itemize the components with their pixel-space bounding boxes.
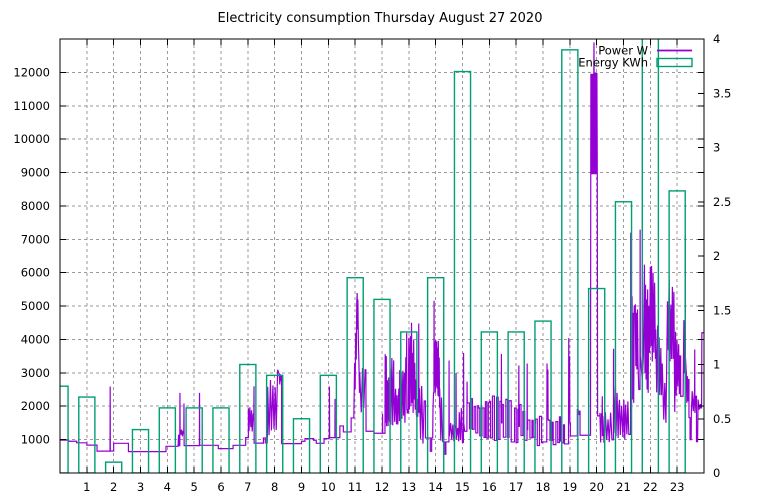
plot-border xyxy=(59,38,705,474)
y-left-tick-label: 2000 xyxy=(21,399,50,413)
energy-box-hour-10 xyxy=(319,374,338,473)
x-tick-label: 18 xyxy=(536,480,551,494)
x-tick-label: 22 xyxy=(643,480,658,494)
energy-box-hour-7 xyxy=(239,363,257,473)
axis-tick-labels: 1 2 3 4 5 6 7 8 9 10 11 12 13 14 15 16 17 18 19 20 21 22 23100… xyxy=(13,32,731,494)
y-right-tick-label: 2.5 xyxy=(713,195,731,209)
chart-title: Electricity consumption Thursday August … xyxy=(218,11,543,26)
energy-box-hour-9 xyxy=(292,418,311,473)
y-left-tick-label: 4000 xyxy=(21,332,50,346)
y-left-tick-label: 3000 xyxy=(21,366,50,380)
y-left-tick-label: 6000 xyxy=(21,266,50,280)
y-right-tick-label: 3 xyxy=(713,141,720,155)
x-tick-label: 14 xyxy=(428,480,443,494)
x-tick-label: 23 xyxy=(670,480,685,494)
energy-box-hour-16 xyxy=(480,331,499,473)
legend-power-label: Power W xyxy=(598,44,648,58)
legend-energy-box-sample xyxy=(656,57,693,68)
x-tick-label: 8 xyxy=(271,480,278,494)
x-tick-label: 17 xyxy=(509,480,524,494)
gridlines xyxy=(60,39,704,473)
x-tick-label: 15 xyxy=(455,480,470,494)
x-tick-label: 3 xyxy=(137,480,144,494)
x-tick-label: 6 xyxy=(217,480,224,494)
y-right-tick-label: 0 xyxy=(713,466,720,480)
x-tick-label: 1 xyxy=(83,480,90,494)
x-tick-label: 12 xyxy=(375,480,390,494)
legend: Power W Energy KWh xyxy=(578,44,693,70)
x-tick-label: 20 xyxy=(589,480,604,494)
x-tick-label: 16 xyxy=(482,480,497,494)
energy-box-hour-21 xyxy=(614,201,633,473)
energy-box-hour-14 xyxy=(426,277,445,473)
energy-box-hour-11 xyxy=(346,277,364,473)
y-right-tick-label: 3.5 xyxy=(713,86,731,100)
x-tick-label: 13 xyxy=(402,480,417,494)
power-line xyxy=(60,42,704,455)
x-tick-label: 10 xyxy=(321,480,336,494)
energy-box-hour-13 xyxy=(400,331,418,473)
y-left-tick-label: 5000 xyxy=(21,299,50,313)
x-tick-label: 21 xyxy=(616,480,631,494)
x-tick-label: 5 xyxy=(191,480,198,494)
y-left-tick-label: 1000 xyxy=(21,433,50,447)
energy-box-hour-23 xyxy=(668,190,686,473)
legend-energy-label: Energy KWh xyxy=(578,56,648,70)
energy-box-hour-8 xyxy=(265,374,284,473)
x-tick-label: 4 xyxy=(164,480,171,494)
energy-box-hour-17 xyxy=(507,331,525,473)
x-tick-label: 9 xyxy=(298,480,305,494)
y-left-tick-label: 10000 xyxy=(13,132,50,146)
x-tick-label: 7 xyxy=(244,480,251,494)
x-tick-label: 11 xyxy=(348,480,363,494)
y-right-tick-label: 4 xyxy=(713,32,720,46)
y-right-tick-label: 1.5 xyxy=(713,303,731,317)
y-right-tick-label: 2 xyxy=(713,249,720,263)
y-left-tick-label: 7000 xyxy=(21,232,50,246)
y-left-tick-label: 11000 xyxy=(13,99,50,113)
y-left-tick-label: 9000 xyxy=(21,166,50,180)
energy-box-hour-3 xyxy=(131,428,150,473)
energy-box-hour-22 xyxy=(641,39,660,473)
x-tick-label: 19 xyxy=(563,480,578,494)
y-right-tick-label: 0.5 xyxy=(713,412,731,426)
y-left-tick-label: 12000 xyxy=(13,65,50,79)
x-tick-label: 2 xyxy=(110,480,117,494)
y-left-tick-label: 8000 xyxy=(21,199,50,213)
energy-box-hour-18 xyxy=(534,320,552,473)
energy-box-hour-15 xyxy=(453,70,472,473)
y-right-tick-label: 1 xyxy=(713,358,720,372)
energy-box-hour-12 xyxy=(373,298,391,473)
